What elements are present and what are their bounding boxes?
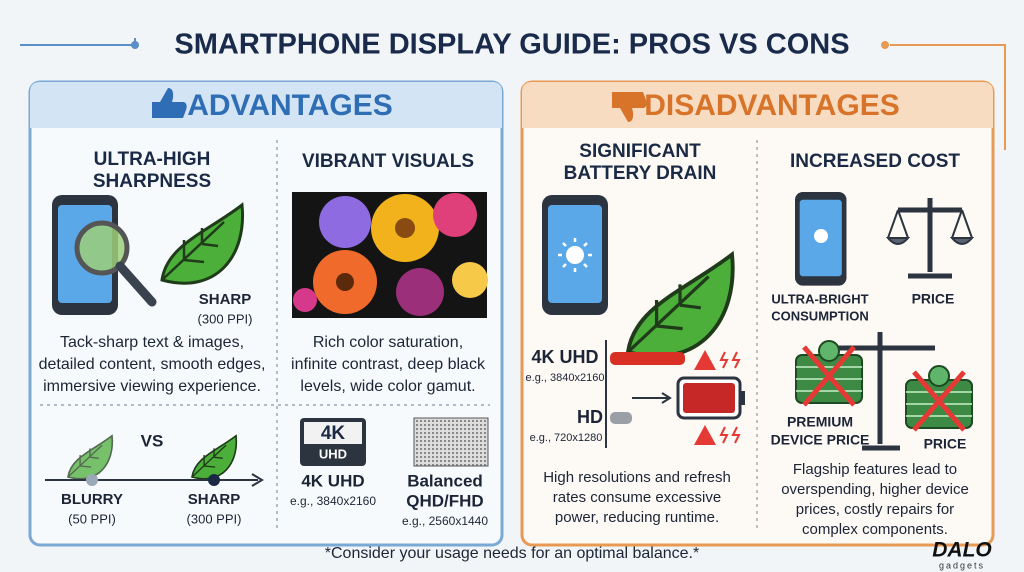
pixel-grid <box>413 417 489 467</box>
section-title: SHARPNESS <box>93 171 211 192</box>
example: e.g., 2560x1440 <box>402 514 488 528</box>
comparison-icons-path <box>45 473 264 487</box>
label: ULTRA-BRIGHT <box>771 291 868 306</box>
battery-icon-path <box>558 238 592 272</box>
label: QHD/FHD <box>406 491 483 510</box>
label: PRICE <box>924 436 967 452</box>
disadvantages-panel-path <box>612 92 647 122</box>
description: Rich color saturation, <box>313 334 463 351</box>
comparison-icons-circle <box>86 474 98 486</box>
label: Balanced <box>407 471 483 490</box>
label: PRICE <box>912 291 955 307</box>
sharpness-icon <box>52 195 245 315</box>
description: infinite contrast, deep black <box>291 356 486 373</box>
label-ppi: (300 PPI) <box>198 311 253 326</box>
title-decor-circle <box>131 41 139 49</box>
sharpness-icon-circle <box>74 220 130 276</box>
battery-icon-rect <box>610 412 632 424</box>
example: e.g., 720x1280 <box>530 432 603 444</box>
title-decor-path <box>890 44 1006 150</box>
logo: DALO <box>932 539 992 562</box>
cost-icons-use <box>906 366 972 430</box>
battery-icon-path <box>694 350 716 445</box>
description: Tack-sharp text & images, <box>60 334 244 351</box>
title: SMARTPHONE DISPLAY GUIDE: PROS VS CONS <box>174 29 849 61</box>
description: High resolutions and refresh <box>543 469 731 486</box>
example: e.g., 3840x2160 <box>290 494 376 508</box>
flower-image-circle <box>319 196 371 248</box>
advantages-panel-path <box>30 82 502 128</box>
label: SHARP <box>199 291 252 308</box>
description: levels, wide color gamut. <box>300 378 475 395</box>
flower-image-circle <box>433 193 477 237</box>
battery-icon <box>542 195 745 448</box>
logo-tagline: gadgets <box>939 560 985 570</box>
label: BLURRY <box>61 491 123 508</box>
battery-icon-rect <box>683 383 735 413</box>
battery-icon-rect <box>610 352 685 365</box>
advantages-heading: ADVANTAGES <box>187 89 393 122</box>
description: Flagship features lead to <box>793 461 957 478</box>
cost-icons-circle <box>814 229 828 243</box>
advantages-panel-path <box>152 88 187 118</box>
uhd-badge <box>300 418 366 466</box>
advantages-panel-path <box>40 140 490 530</box>
section-title: INCREASED COST <box>790 151 960 172</box>
battery-icon-path <box>632 392 672 404</box>
label-ppi: (300 PPI) <box>187 511 242 526</box>
uhd-badge-rect <box>304 422 362 444</box>
description: detailed content, smooth edges, <box>39 356 266 373</box>
section-title: ULTRA-HIGH <box>94 149 211 170</box>
example: e.g., 3840x2160 <box>526 372 605 384</box>
sharpness-icon-path <box>115 261 157 307</box>
description: power, reducing runtime. <box>555 509 719 526</box>
cost-icons-path <box>885 209 975 245</box>
badge-text: UHD <box>319 446 347 461</box>
flower-image-circle <box>396 268 444 316</box>
cost-icons-path <box>898 198 962 279</box>
cost-icons <box>795 192 975 451</box>
label: 4K UHD <box>301 471 364 490</box>
description: prices, costly repairs for <box>796 501 954 518</box>
description: immersive viewing experience. <box>43 378 261 395</box>
flower-image-circle <box>336 273 354 291</box>
label: DEVICE PRICE <box>771 432 870 448</box>
section-title: VIBRANT VISUALS <box>302 151 474 172</box>
battery-icon-rect <box>740 391 745 405</box>
battery-icon-path <box>719 351 741 444</box>
description: rates consume excessive <box>553 489 721 506</box>
description: complex components. <box>802 521 948 538</box>
section-title: BATTERY DRAIN <box>564 163 717 184</box>
section-title: SIGNIFICANT <box>579 141 701 162</box>
disadvantages-panel <box>520 80 995 547</box>
flower-image-circle <box>452 262 488 298</box>
disadvantages-heading: DISADVANTAGES <box>644 89 900 122</box>
title-decor-circle <box>881 41 889 49</box>
battery-icon-circle <box>566 246 584 264</box>
footer: *Consider your usage needs for an optima… <box>325 545 699 562</box>
badge-text: 4K <box>321 423 346 444</box>
label: PREMIUM <box>787 414 853 430</box>
title-decor-path <box>20 38 136 46</box>
vs: VS <box>141 431 164 450</box>
flower-image <box>292 192 488 318</box>
flower-image-circle <box>395 218 415 238</box>
label-ppi: (50 PPI) <box>68 511 116 526</box>
cost-icons-use <box>796 341 862 405</box>
label: HD <box>577 407 603 427</box>
comparison-icons-circle <box>208 474 220 486</box>
label: 4K UHD <box>531 347 598 367</box>
description: overspending, higher device <box>781 481 969 498</box>
comparison-icons <box>45 434 264 487</box>
flower-image-circle <box>293 288 317 312</box>
label: SHARP <box>188 491 241 508</box>
title-decor <box>20 38 1006 150</box>
label: CONSUMPTION <box>771 308 869 323</box>
